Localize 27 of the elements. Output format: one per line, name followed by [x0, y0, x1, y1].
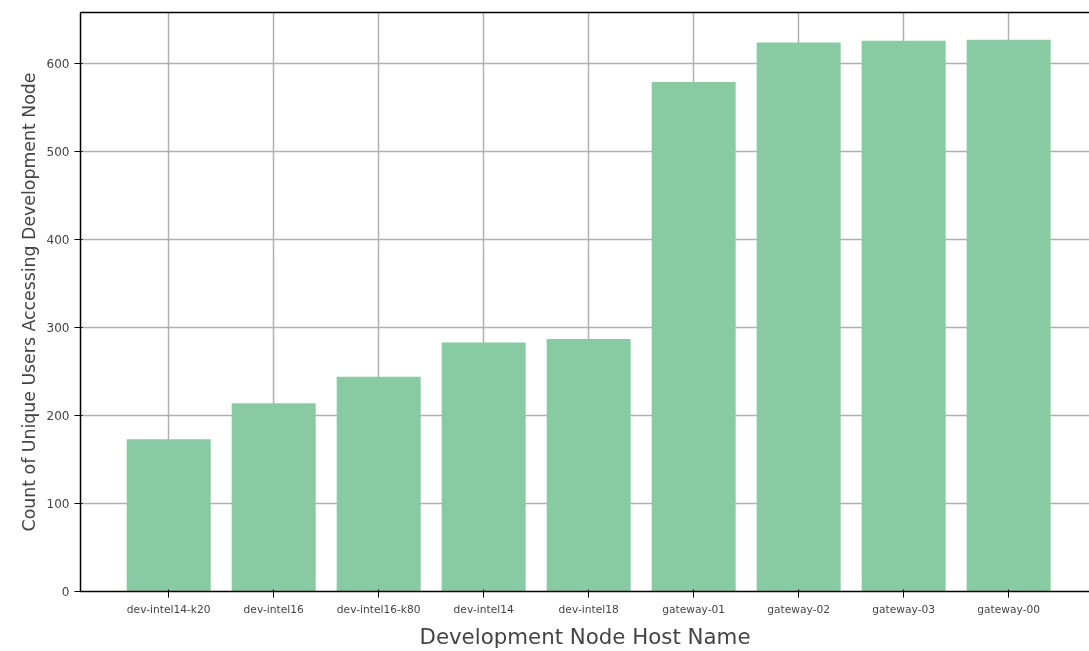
- y-tick-label: 0: [61, 585, 70, 599]
- y-tick-label: 600: [46, 57, 70, 72]
- x-tick-label: dev-intel14: [453, 602, 514, 616]
- bar: [966, 39, 1051, 592]
- y-tick-label: 200: [46, 409, 70, 424]
- bar: [231, 403, 316, 592]
- x-axis-title: Development Node Host Name: [419, 623, 751, 649]
- bar: [441, 342, 526, 592]
- x-tick-label: dev-intel18: [558, 602, 619, 616]
- y-tick-label: 500: [46, 145, 70, 160]
- x-tick-label: gateway-01: [662, 602, 726, 616]
- bar: [546, 338, 631, 592]
- x-tick-label: gateway-02: [767, 602, 831, 616]
- bar: [756, 42, 841, 592]
- x-tick-label: gateway-00: [977, 602, 1041, 616]
- x-tick-label: dev-intel16-k80: [336, 602, 421, 616]
- x-tick-label: dev-intel16: [243, 602, 304, 616]
- x-tick-label: dev-intel14-k20: [126, 602, 211, 616]
- bar: [126, 439, 211, 592]
- y-axis-title: Count of Unique Users Accessing Development Node: [18, 72, 39, 532]
- y-tick-label: 400: [46, 233, 70, 248]
- bar: [336, 376, 421, 592]
- bar: [861, 40, 946, 592]
- bar: [651, 82, 736, 592]
- x-tick-label: gateway-03: [872, 602, 936, 616]
- y-tick-label: 300: [46, 321, 70, 336]
- y-tick-label: 100: [46, 497, 70, 512]
